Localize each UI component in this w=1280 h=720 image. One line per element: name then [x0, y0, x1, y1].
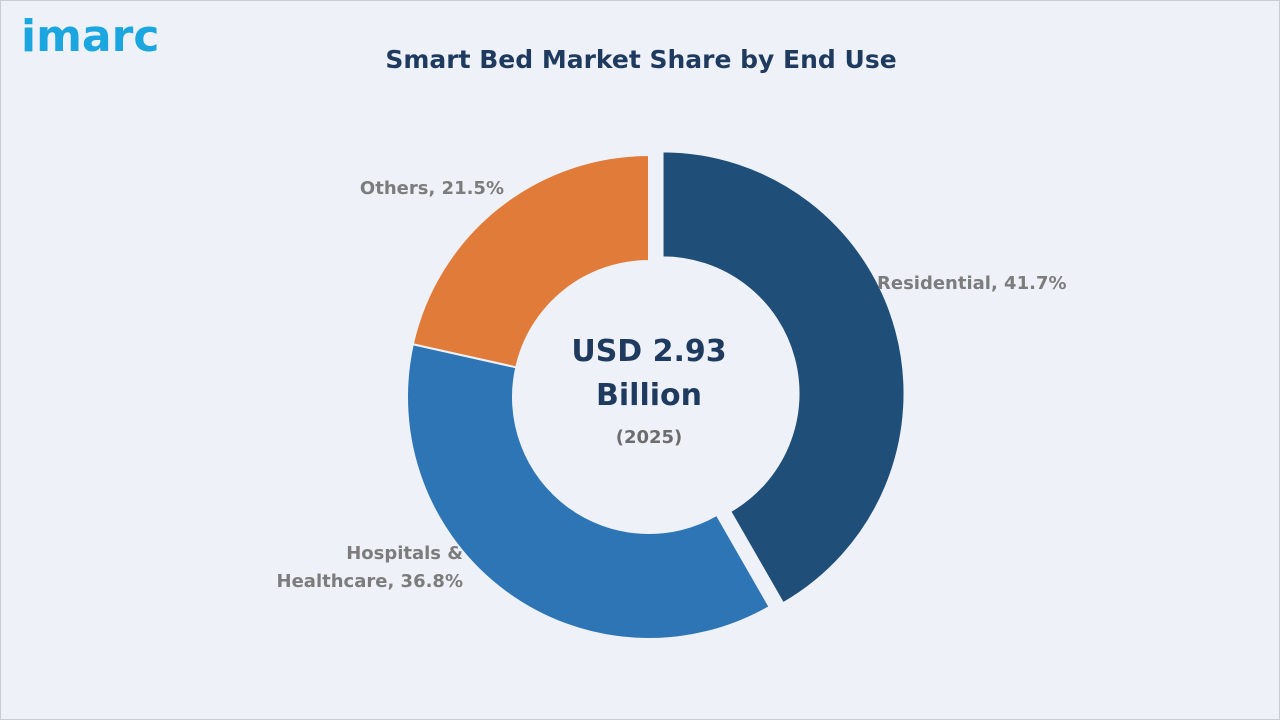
slice-residential — [661, 150, 906, 605]
imarc-logo: imarc — [21, 11, 160, 62]
slice-others — [411, 153, 650, 369]
center-value-line1: USD 2.93 — [571, 334, 726, 369]
slice-label-0: Residential, 41.7% — [877, 273, 1067, 294]
center-value-line2: Billion — [596, 378, 702, 413]
center-year: (2025) — [616, 427, 683, 448]
slice-label-1: Hospitals & Healthcare, 36.8% — [277, 543, 463, 592]
slice-label-2: Others, 21.5% — [360, 178, 504, 199]
chart-title: Smart Bed Market Share by End Use — [385, 45, 897, 74]
slice-hospitals-healthcare — [406, 343, 771, 640]
